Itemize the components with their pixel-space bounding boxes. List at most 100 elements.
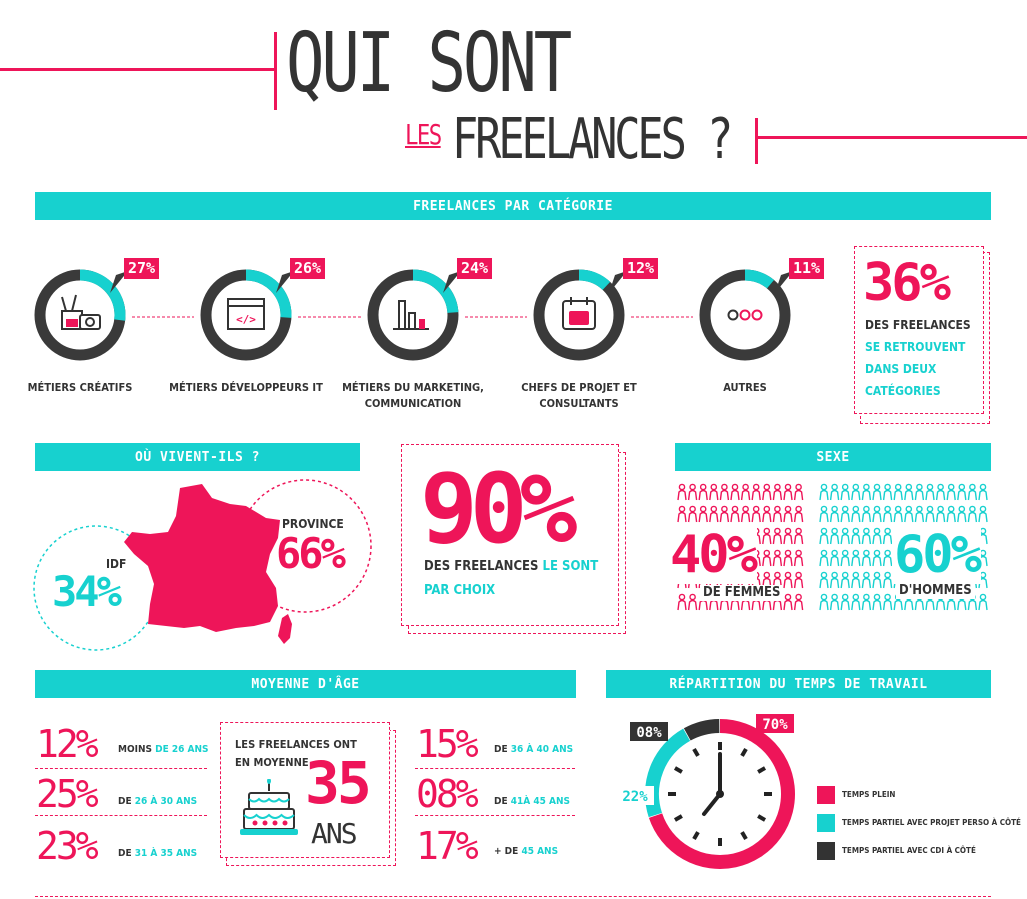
corsica-map bbox=[278, 614, 292, 644]
choice-line1: DES FREELANCES LE SONT bbox=[424, 559, 598, 575]
woman-icon bbox=[793, 571, 804, 589]
woman-icon bbox=[687, 505, 698, 523]
woman-icon bbox=[772, 571, 783, 589]
man-icon bbox=[882, 483, 893, 501]
man-icon bbox=[872, 571, 882, 589]
province-pct: 66% bbox=[276, 529, 346, 578]
age-note: LES FREELANCES ONT EN MOYENNE 35 ANS bbox=[220, 722, 390, 858]
clock-tick bbox=[673, 814, 683, 822]
man-icon bbox=[840, 483, 850, 501]
clock-tick bbox=[740, 831, 748, 841]
age-divider-4 bbox=[415, 815, 575, 816]
woman-icon bbox=[772, 527, 783, 545]
man-icon bbox=[967, 505, 978, 523]
badge-pointer bbox=[276, 271, 294, 293]
woman-icon bbox=[709, 483, 719, 501]
woman-icon bbox=[772, 483, 783, 501]
sex-band: SEXE bbox=[675, 443, 991, 471]
clock-tick bbox=[757, 766, 767, 774]
legend-swatch bbox=[817, 814, 835, 832]
woman-icon bbox=[730, 483, 740, 501]
work-band: RÉPARTITION DU TEMPS DE TRAVAIL bbox=[606, 670, 991, 698]
man-icon bbox=[957, 505, 967, 523]
man-icon bbox=[872, 549, 882, 567]
man-icon bbox=[872, 527, 882, 545]
donut-value-arc bbox=[578, 269, 611, 291]
category-donut bbox=[367, 269, 461, 361]
legend-label: TEMPS PARTIEL AVEC PROJET PERSO À CÔTÉ bbox=[842, 818, 1021, 827]
province-circle bbox=[238, 479, 372, 613]
man-icon bbox=[829, 571, 840, 589]
women-pct: 40% bbox=[668, 525, 758, 585]
category-donut bbox=[34, 269, 128, 361]
man-icon bbox=[925, 505, 935, 523]
woman-icon bbox=[783, 527, 793, 545]
woman-icon bbox=[772, 549, 783, 567]
donut-value-arc bbox=[79, 269, 126, 321]
svg-text:</>: </> bbox=[236, 313, 256, 326]
svg-text:22%: 22% bbox=[622, 789, 648, 805]
man-icon bbox=[851, 483, 861, 501]
man-icon bbox=[851, 593, 861, 611]
woman-icon bbox=[762, 527, 772, 545]
age-avg-unit: ANS bbox=[311, 817, 358, 850]
man-icon bbox=[882, 593, 893, 611]
category-donut bbox=[533, 269, 627, 361]
choice-note: 90% DES FREELANCES LE SONT PAR CHOIX bbox=[401, 444, 619, 626]
age-avg-value: 35 bbox=[305, 749, 372, 817]
man-icon bbox=[829, 593, 840, 611]
woman-icon bbox=[793, 549, 804, 567]
age-avg-line1: LES FREELANCES ONT bbox=[235, 738, 357, 751]
work-value-badge: 22% bbox=[616, 786, 654, 805]
clock-tick bbox=[673, 766, 683, 774]
category-percent-badge: 27% bbox=[124, 258, 160, 279]
age-divider-0 bbox=[35, 768, 207, 769]
man-icon bbox=[829, 505, 840, 523]
donut-value-arc bbox=[412, 269, 459, 314]
categories-donuts: </> bbox=[34, 269, 793, 361]
choice-pct: 90% bbox=[420, 453, 577, 565]
category-percent-badge: 11% bbox=[789, 258, 825, 279]
woman-icon bbox=[783, 549, 793, 567]
man-icon bbox=[819, 593, 829, 611]
man-icon bbox=[946, 483, 956, 501]
woman-icon bbox=[687, 593, 698, 611]
clock-tick bbox=[757, 814, 767, 822]
woman-icon bbox=[783, 593, 793, 611]
man-icon bbox=[861, 593, 872, 611]
categories-note: 36% DES FREELANCES SE RETROUVENT DANS DE… bbox=[854, 246, 984, 414]
woman-icon bbox=[687, 483, 698, 501]
page-title-line1: QUI SONT bbox=[286, 16, 572, 111]
man-icon bbox=[967, 483, 978, 501]
categories-note-line2: SE RETROUVENT bbox=[865, 340, 966, 354]
man-icon bbox=[851, 527, 861, 545]
categories-band: FREELANCES PAR CATÉGORIE bbox=[35, 192, 991, 220]
woman-icon bbox=[783, 505, 793, 523]
location-graphic bbox=[33, 479, 372, 651]
man-icon bbox=[819, 505, 829, 523]
men-pct: 60% bbox=[892, 525, 982, 585]
choice-line1-dark: DES FREELANCES bbox=[424, 559, 539, 574]
three-dots-icon bbox=[727, 309, 763, 321]
age-pct-5: 17% bbox=[416, 824, 479, 868]
man-icon bbox=[819, 527, 829, 545]
page-title-les: LES bbox=[405, 118, 442, 151]
man-icon bbox=[946, 505, 956, 523]
legend-swatch bbox=[817, 786, 835, 804]
man-icon bbox=[840, 527, 850, 545]
man-icon bbox=[872, 593, 882, 611]
clock-hour-hand bbox=[702, 792, 722, 816]
man-icon bbox=[829, 549, 840, 567]
category-label: AUTRES bbox=[723, 381, 767, 394]
badge-pointer bbox=[443, 271, 461, 293]
woman-icon bbox=[793, 505, 804, 523]
donut-value-arc bbox=[744, 269, 775, 289]
categories-note-line4: CATÉGORIES bbox=[865, 384, 941, 398]
work-value-badge: 70% bbox=[756, 714, 794, 733]
age-pct-0: 12% bbox=[36, 722, 99, 766]
donut-track bbox=[699, 269, 791, 361]
woman-icon bbox=[719, 505, 730, 523]
man-icon bbox=[925, 483, 935, 501]
man-icon bbox=[914, 505, 925, 523]
categories-note-line3: DANS DEUX bbox=[865, 362, 937, 376]
